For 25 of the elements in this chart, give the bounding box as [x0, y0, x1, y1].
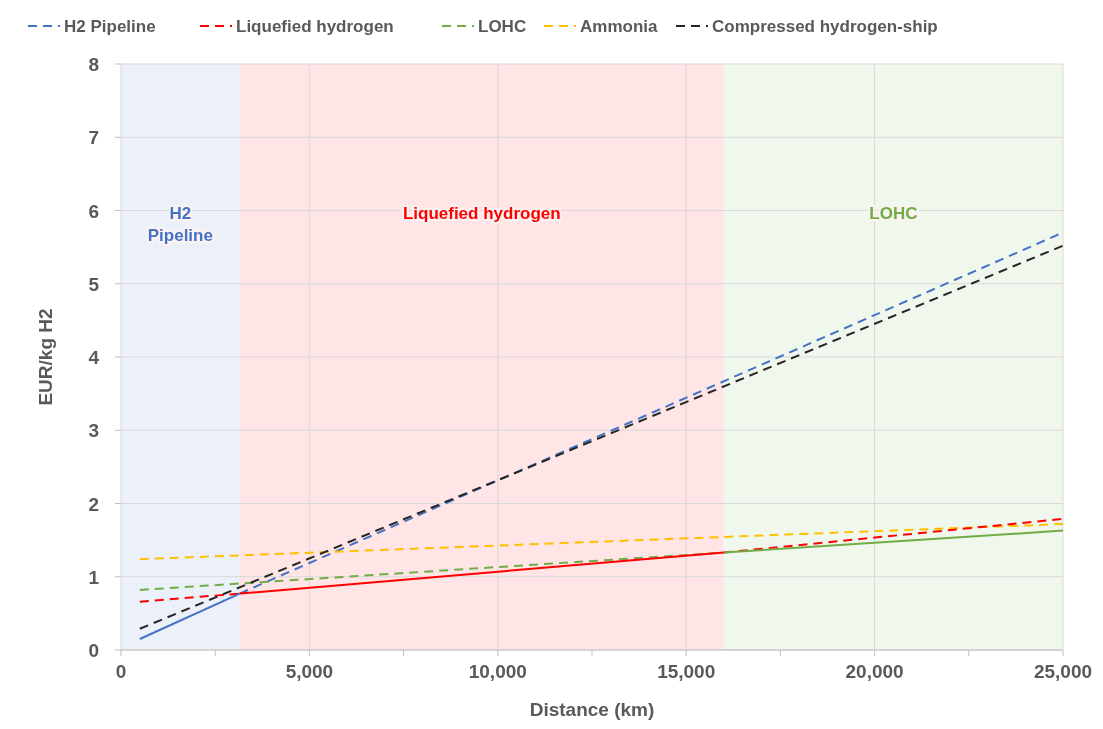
- y-tick-label: 2: [88, 493, 99, 515]
- band-label: Liquefied hydrogen: [402, 203, 561, 223]
- y-tick-label: 4: [88, 347, 100, 368]
- band-label: LOHC: [869, 203, 918, 223]
- x-tick-label: 0: [115, 661, 127, 682]
- legend-label: LOHC: [478, 17, 527, 36]
- y-tick-label: 7: [88, 127, 99, 149]
- x-axis-title: Distance (km): [529, 699, 655, 720]
- x-tick-label: 20,000: [845, 661, 904, 682]
- y-tick-label: 0: [88, 640, 99, 661]
- legend-label: Liquefied hydrogen: [236, 17, 394, 36]
- x-tick-label: 15,000: [657, 661, 716, 682]
- x-tick-label: 5,000: [285, 661, 334, 682]
- legend-label: Compressed hydrogen-ship: [712, 17, 938, 36]
- band-label: H2 Pipeline: [147, 203, 213, 245]
- y-axis-title: EUR/kg H2: [35, 308, 56, 406]
- legend-label: H2 Pipeline: [64, 17, 156, 36]
- y-tick-label: 5: [88, 273, 100, 295]
- y-tick-label: 1: [88, 566, 100, 588]
- y-tick-label: 3: [88, 420, 99, 442]
- y-tick-label: 8: [88, 54, 99, 75]
- x-tick-label: 25,000: [1033, 661, 1093, 682]
- y-tick-label: 6: [88, 200, 99, 222]
- x-tick-label: 10,000: [468, 661, 527, 682]
- legend-label: Ammonia: [580, 17, 658, 36]
